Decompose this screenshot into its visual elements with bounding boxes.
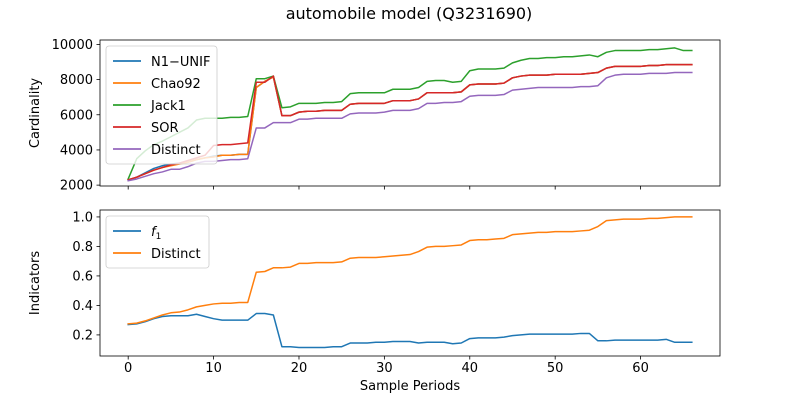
axes-frame [99, 209, 721, 357]
x-tick-label: 20 [291, 361, 308, 376]
y-tick-label: 0.4 [72, 299, 93, 314]
x-tick-label: 0 [124, 361, 132, 376]
y-tick-label: 0.2 [72, 328, 93, 343]
legend-label-n1-unif: N1−UNIF [151, 55, 210, 70]
legend-label-jack1: Jack1 [150, 99, 186, 114]
legend [105, 45, 218, 165]
y-tick-label: 0.6 [72, 269, 93, 284]
legend-label-chao92: Chao92 [151, 77, 201, 92]
axes-frame [99, 39, 721, 187]
y-tick-label: 8000 [60, 73, 93, 88]
figure-title: automobile model (Q3231690) [286, 4, 533, 23]
y-axis-label: Indicators [28, 251, 43, 315]
x-tick-label: 10 [205, 361, 222, 376]
indicators-panel: 0 10 20 30 40 50 60 0.2 0.4 0.6 0.8 1.0 Indicators Sa… [28, 209, 721, 394]
series-line-distinct [127, 71, 693, 182]
legend-label-f1: f1 [151, 225, 161, 242]
x-tick-label: 50 [547, 361, 564, 376]
series-line-f1 [127, 312, 693, 349]
y-tick-label: 10000 [52, 38, 93, 53]
legend-label-distinct: Distinct [151, 143, 201, 158]
x-axis-label: Sample Periods [360, 379, 460, 394]
legend-label-distinct: Distinct [151, 247, 201, 262]
legend [105, 215, 210, 269]
x-tick-label: 40 [462, 361, 479, 376]
y-tick-label: 1.0 [72, 210, 93, 225]
cardinality-panel: 2000 4000 6000 8000 10000 Cardinality N1−UNIF C… [28, 38, 721, 194]
x-tick-label: 60 [632, 361, 649, 376]
y-tick-label: 2000 [60, 179, 93, 194]
y-tick-label: 0.8 [72, 240, 93, 255]
legend-label-sor: SOR [151, 121, 179, 136]
y-tick-label: 6000 [60, 108, 93, 123]
series-line-distinct [127, 216, 693, 325]
x-tick-label: 30 [376, 361, 393, 376]
y-axis-label: Cardinality [28, 78, 43, 149]
y-tick-label: 4000 [60, 143, 93, 158]
series-line-jack1 [127, 47, 693, 180]
series-line-sor [127, 63, 693, 181]
